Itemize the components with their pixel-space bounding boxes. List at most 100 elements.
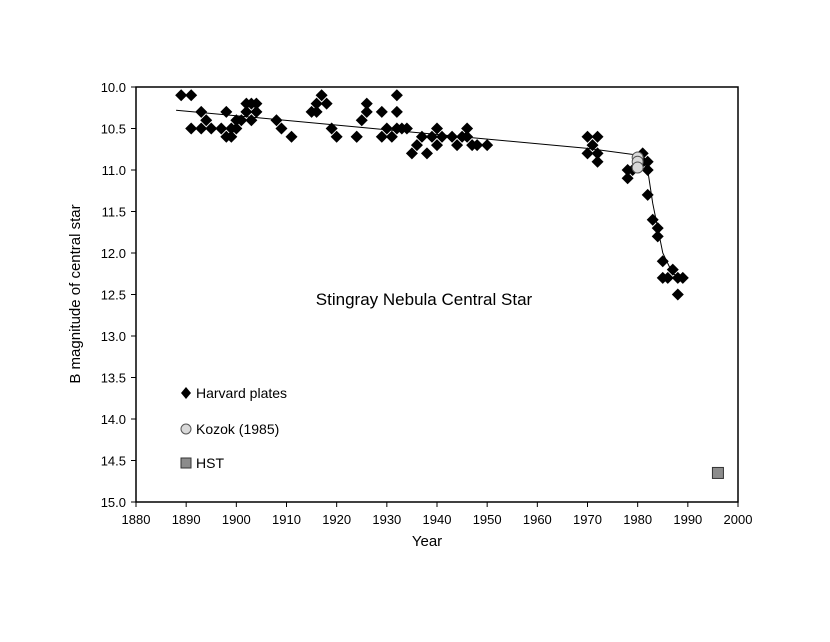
data-point-harvard [250,97,263,110]
data-point-harvard [646,213,659,226]
y-tick-label: 13.5 [101,371,126,386]
y-tick-label: 14.0 [101,412,126,427]
data-point-harvard [230,122,243,135]
data-point-harvard [195,105,208,118]
data-point-harvard [666,263,679,276]
data-point-harvard [651,222,664,235]
x-tick-label: 1980 [623,512,652,527]
data-point-harvard [225,130,238,143]
y-tick-label: 12.5 [101,288,126,303]
data-point-harvard [420,147,433,160]
data-point-harvard [240,105,253,118]
data-point-harvard [235,114,248,127]
data-point-harvard [270,114,283,127]
data-point-harvard [220,105,233,118]
data-point-harvard [471,139,484,152]
y-tick-label: 11.5 [102,205,126,220]
data-point-harvard [380,122,393,135]
x-tick-label: 1970 [573,512,602,527]
data-point-harvard [375,105,388,118]
y-tick-label: 13.0 [101,329,126,344]
data-point-harvard [661,271,674,284]
data-point-harvard [481,139,494,152]
x-axis-ticks: 1880 1890 1900 1910 1920 1930 1940 1950 1960 1970… [122,502,753,527]
legend-marker-kozok-circle-icon [180,423,192,435]
data-point-harvard [641,155,654,168]
x-tick-label: 1930 [372,512,401,527]
data-point-harvard [656,255,669,268]
y-tick-label: 12.0 [101,246,126,261]
data-point-harvard [641,164,654,176]
x-tick-label: 1940 [423,512,452,527]
data-point-harvard [350,130,363,143]
data-point-harvard [431,122,443,135]
data-point-harvard [436,130,449,143]
data-point-harvard [330,130,343,143]
x-tick-label: 1950 [473,512,502,527]
data-point-harvard [250,105,263,118]
data-point-harvard [591,130,604,143]
data-point-harvard [355,114,368,127]
y-axis-title: B magnitude of central star [67,204,84,383]
data-point-harvard [390,105,403,118]
data-point-harvard [360,97,373,110]
data-point-harvard [400,122,413,135]
data-point-harvard [325,122,338,135]
data-point-harvard [461,122,474,135]
data-point-harvard [390,89,403,102]
y-tick-label: 15.0 [101,495,126,510]
data-point-harvard [215,122,228,135]
data-point-harvard [185,122,198,135]
x-tick-label: 1920 [322,512,351,527]
data-point-harvard [200,114,213,127]
data-point-harvard [586,139,599,152]
data-point-harvard [315,89,328,102]
legend-marker-harvard-diamond-icon [181,387,191,399]
data-point-hst [711,466,724,479]
y-tick-label: 10.0 [101,80,126,95]
data-point-harvard [446,130,459,143]
data-point-harvard [676,271,689,284]
data-point-harvard [591,147,604,160]
y-tick-label: 10.5 [101,122,126,137]
data-point-harvard [310,97,323,110]
x-tick-label: 1890 [172,512,201,527]
x-tick-label: 1990 [673,512,702,527]
data-point-harvard [591,155,604,168]
chart-title: Stingray Nebula Central Star [316,290,533,309]
legend-label-hst: HST [196,455,224,471]
x-tick-label: 1960 [523,512,552,527]
data-points-group [175,89,724,479]
data-point-kozok [631,161,644,174]
y-axis-ticks: 10.0 10.5 11.0 11.5 12.0 12.5 13.0 13.5 14.0 14.5… [101,80,136,510]
y-tick-label: 11.0 [102,163,126,178]
data-point-harvard [431,139,443,152]
data-point-harvard [245,114,258,127]
x-tick-label: 2000 [724,512,753,527]
legend-marker-hst-square-icon [180,457,192,469]
data-point-harvard [320,97,333,110]
data-point-harvard [405,147,418,160]
legend-label-kozok: Kozok (1985) [196,421,279,437]
data-point-harvard [375,130,388,143]
data-point-harvard [671,288,684,301]
data-point-harvard [385,130,398,143]
data-point-harvard [641,188,654,201]
data-point-harvard [461,130,474,143]
data-point-harvard [621,172,634,185]
y-tick-label: 14.5 [101,454,126,469]
legend-label-harvard: Harvard plates [196,385,287,401]
x-tick-label: 1900 [222,512,251,527]
data-point-harvard [425,130,438,143]
legend: Harvard plates Kozok (1985) HST [180,385,287,471]
x-axis-title: Year [412,533,442,550]
data-point-harvard [275,122,288,135]
data-point-harvard [360,105,373,118]
data-point-harvard [410,139,423,152]
data-point-harvard [310,105,323,118]
x-tick-label: 1880 [122,512,151,527]
data-point-harvard [415,130,428,143]
data-point-harvard [175,89,188,102]
data-point-harvard [451,139,464,152]
